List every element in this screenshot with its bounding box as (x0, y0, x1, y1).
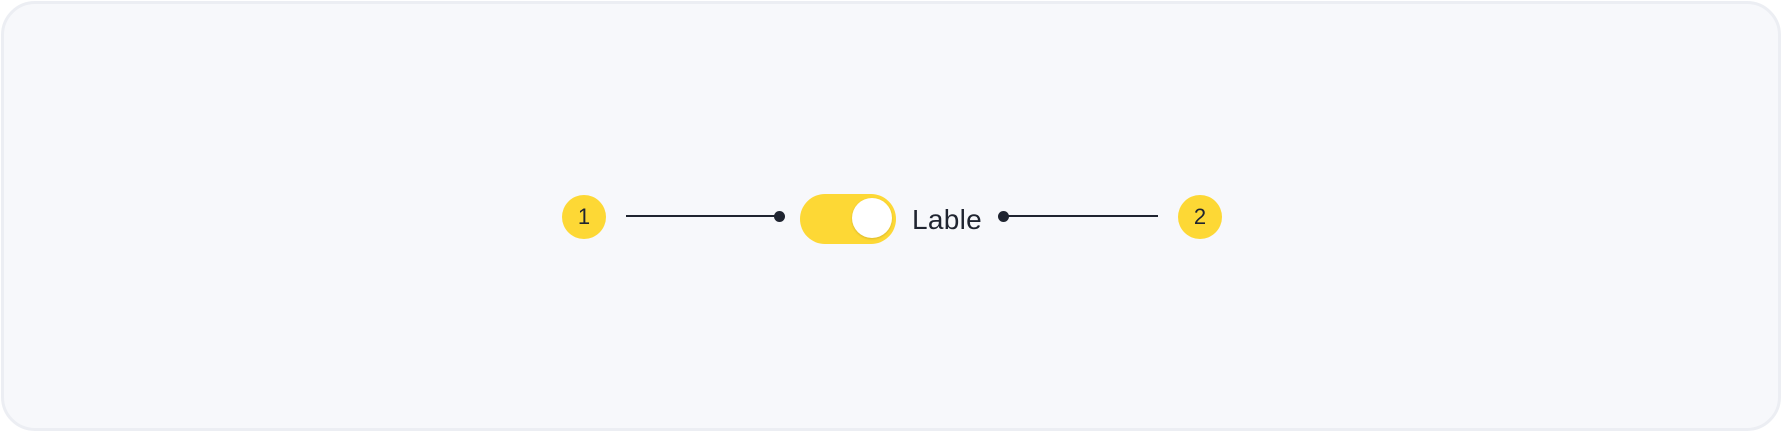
toggle-knob[interactable] (852, 198, 892, 238)
callout-number-2: 2 (1193, 204, 1207, 229)
callout-badge-2: 2 (1178, 195, 1222, 239)
callout-number-1: 1 (577, 204, 591, 229)
toggle-switch[interactable] (800, 194, 896, 244)
callout-badge-1: 1 (562, 195, 606, 239)
callout-anchor-dot-1 (774, 211, 785, 222)
callout-connector-1 (626, 215, 780, 217)
callout-anchor-dot-2 (998, 211, 1009, 222)
callout-connector-2 (1004, 215, 1158, 217)
toggle-label: Lable (912, 204, 983, 235)
